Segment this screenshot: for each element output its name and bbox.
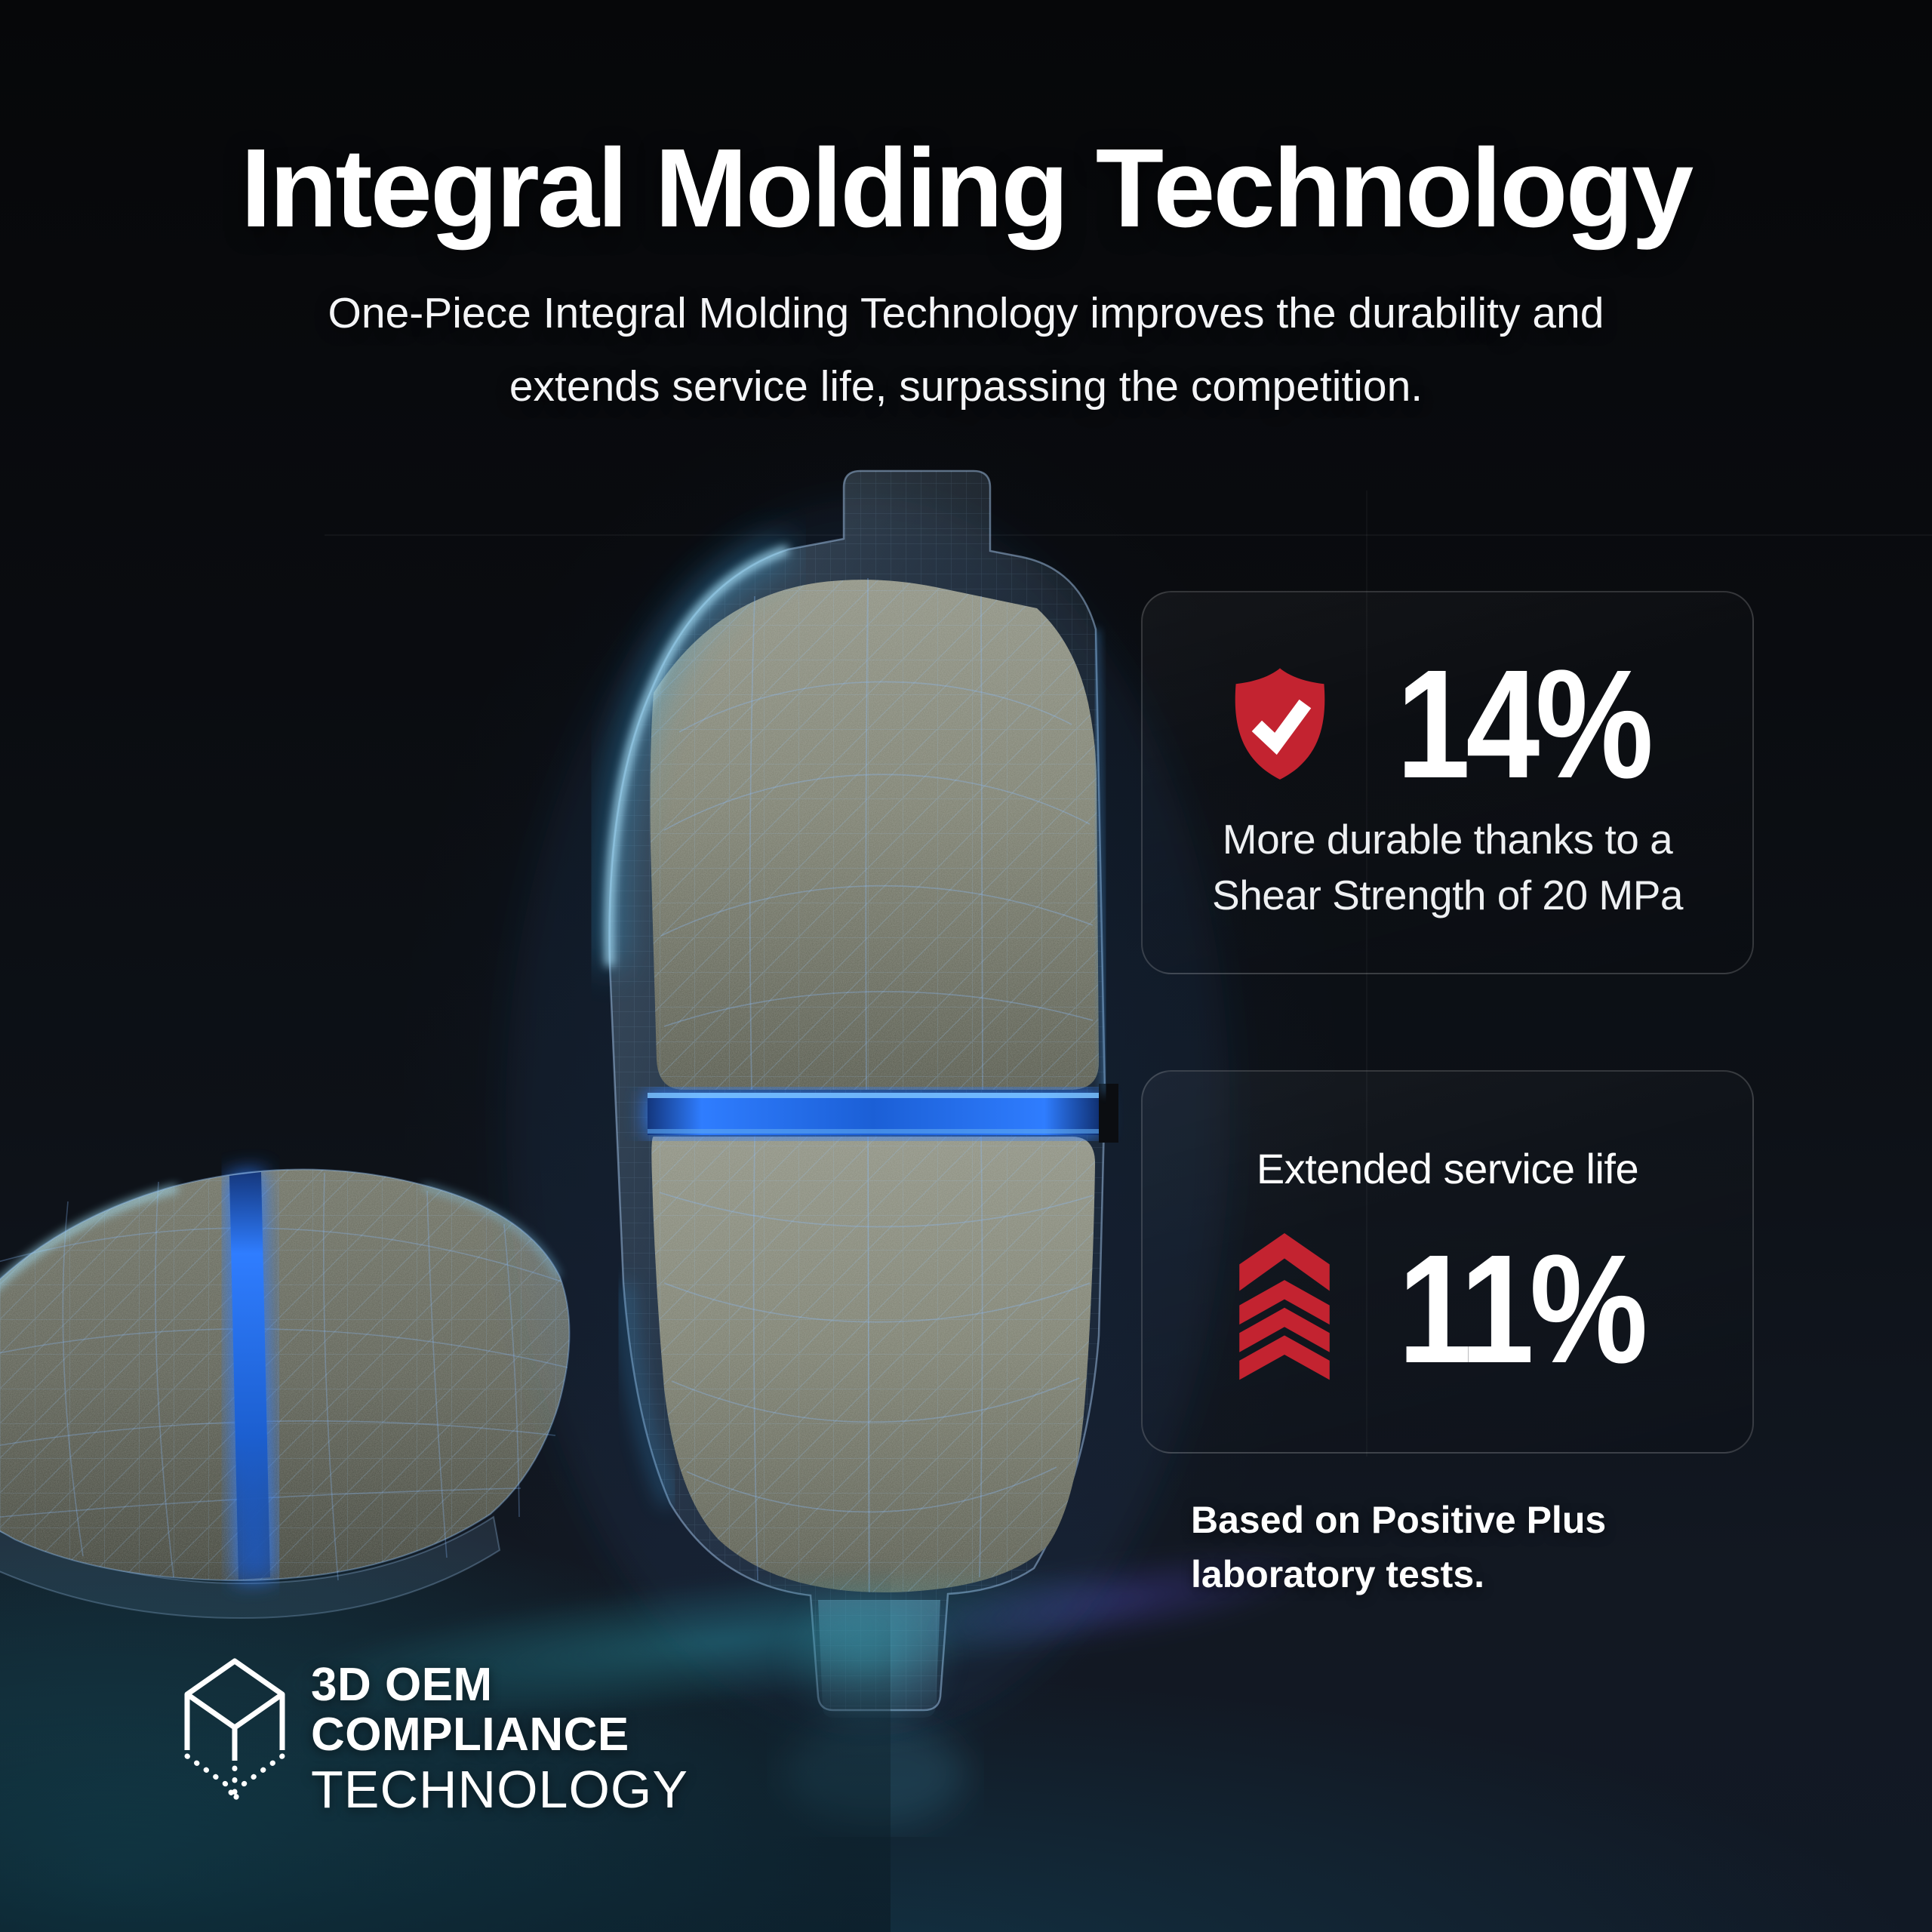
durability-stat-row: 14% <box>1143 647 1752 801</box>
footnote: Based on Positive Plus laboratory tests. <box>1191 1499 1607 1595</box>
service-life-value: 11% <box>1398 1223 1647 1395</box>
service-life-label: Extended service life <box>1256 1145 1639 1192</box>
badge-line-2: COMPLIANCE <box>311 1709 629 1761</box>
brand-badge: 3D OEM COMPLIANCE TECHNOLOGY <box>311 1659 689 1819</box>
stat-card-service-life: Extended service life 11% <box>1141 1070 1754 1454</box>
wireframe-cube-icon <box>178 1654 291 1832</box>
shield-check-icon <box>1225 662 1335 786</box>
bottom-fade <box>0 1555 891 1932</box>
subtitle-line-2: extends service life, surpassing the com… <box>509 362 1423 411</box>
durability-value: 14% <box>1396 638 1654 811</box>
page-title: Integral Molding Technology <box>240 126 1694 251</box>
stat-card-durability: 14% More durable thanks to a Shear Stren… <box>1141 591 1754 974</box>
page-subtitle: One-Piece Integral Molding Technology im… <box>0 277 1932 423</box>
service-life-stat-row: 11% <box>1143 1232 1752 1386</box>
subtitle-line-1: One-Piece Integral Molding Technology im… <box>328 289 1604 337</box>
wall-seam-horizontal <box>325 534 1932 536</box>
up-chevrons-icon <box>1232 1233 1337 1385</box>
durability-description: More durable thanks to a Shear Strength … <box>1212 816 1683 918</box>
badge-line-3: TECHNOLOGY <box>311 1760 689 1819</box>
badge-line-1: 3D OEM <box>311 1659 493 1711</box>
